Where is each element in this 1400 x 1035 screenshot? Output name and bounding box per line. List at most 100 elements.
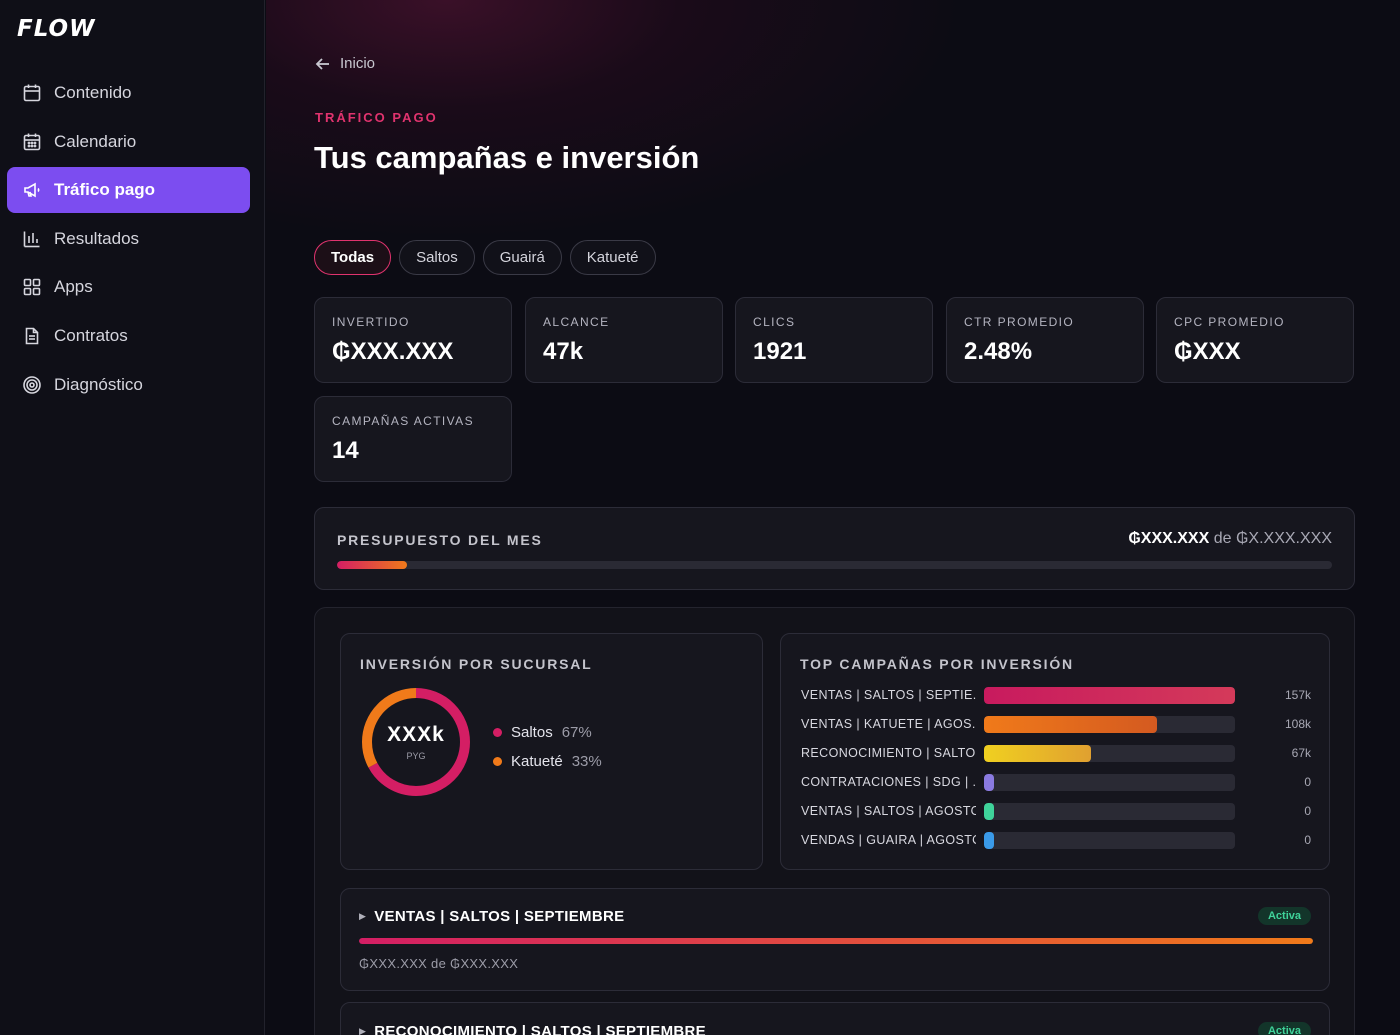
stat-label: INVERTIDO (332, 315, 410, 329)
campaign-name: VENTAS | SALTOS | SEPTIEMBRE (374, 908, 625, 925)
sidebar-item-trafico-pago[interactable]: Tráfico pago (7, 167, 250, 214)
donut-legend: Saltos 67% Katueté 33% (493, 718, 602, 776)
campaign-bar-fill (984, 687, 1235, 704)
sidebar-item-diagnostico[interactable]: Diagnóstico (7, 362, 250, 408)
filter-saltos[interactable]: Saltos (399, 240, 475, 275)
stat-value: 14 (332, 437, 359, 464)
campaign-bar-row: VENTAS | SALTOS | AGOSTO 0 (801, 802, 1311, 822)
sidebar-item-calendario[interactable]: Calendario (7, 119, 250, 165)
stat-label: ALCANCE (543, 315, 610, 329)
filter-katuete[interactable]: Katueté (569, 240, 656, 275)
expand-triangle-icon: ▶ (359, 1026, 367, 1035)
branch-filters: Todas Saltos Guairá Katueté (314, 240, 656, 275)
budget-sep: de (1213, 530, 1232, 547)
campaign-bar-value: 0 (1304, 804, 1311, 818)
campaign-bar-name: CONTRATACIONES | SDG | ... (801, 775, 976, 789)
stat-card-cpc: CPC PROMEDIO ₲XXX (1156, 297, 1354, 383)
top-campaigns-title: TOP CAMPAÑAS POR INVERSIÓN (800, 656, 1074, 672)
sidebar: FLOW Contenido Calendario Tráfico pago R… (0, 0, 265, 1035)
campaign-bar-track (984, 745, 1235, 762)
campaign-bar-track (984, 716, 1235, 733)
sidebar-item-apps[interactable]: Apps (7, 264, 250, 310)
campaign-card[interactable]: ▶ RECONOCIMIENTO | SALTOS | SEPTIEMBRE Ac… (340, 1002, 1330, 1035)
campaign-progress-fill (359, 938, 1313, 944)
stat-card-alcance: ALCANCE 47k (525, 297, 723, 383)
status-badge: Activa (1257, 1022, 1311, 1035)
campaign-card-header[interactable]: ▶ RECONOCIMIENTO | SALTOS | SEPTIEMBRE (359, 1023, 706, 1035)
sidebar-nav: Contenido Calendario Tráfico pago Result… (7, 70, 250, 410)
stat-label: CTR PROMEDIO (964, 315, 1075, 329)
calendar-icon (22, 83, 42, 103)
legend-dot (493, 757, 502, 766)
campaign-bar-name: RECONOCIMIENTO | SALTO... (801, 746, 976, 760)
campaign-bar-name: VENTAS | SALTOS | AGOSTO (801, 804, 976, 818)
budget-label: PRESUPUESTO DEL MES (337, 532, 543, 548)
grid-icon (22, 277, 42, 297)
filter-guaira[interactable]: Guairá (482, 240, 562, 275)
filter-todas[interactable]: Todas (314, 240, 392, 275)
campaign-bar-row: VENDAS | GUAIRA | AGOSTO 0 (801, 831, 1311, 851)
arrow-left-icon (315, 57, 329, 70)
donut-center-value: XXXk (387, 723, 445, 746)
branch-investment-title: INVERSIÓN POR SUCURSAL (360, 656, 593, 672)
flow-logo[interactable]: FLOW (17, 16, 96, 42)
monthly-budget-card: PRESUPUESTO DEL MES ₲XXX.XXX de ₲X.XXX.X… (314, 507, 1355, 590)
budget-progress-fill (337, 561, 407, 569)
campaign-bar-name: VENTAS | KATUETE | AGOS... (801, 717, 976, 731)
stat-card-ctr: CTR PROMEDIO 2.48% (946, 297, 1144, 383)
stat-value: ₲XXX (1174, 338, 1241, 365)
campaign-bar-fill (984, 745, 1092, 762)
sidebar-item-resultados[interactable]: Resultados (7, 216, 250, 262)
sidebar-item-label: Resultados (54, 228, 140, 248)
analytics-panel: INVERSIÓN POR SUCURSAL XXXk PYG Saltos 6… (314, 607, 1355, 1035)
campaign-bar-fill (984, 803, 994, 820)
sidebar-item-label: Calendario (54, 131, 137, 151)
sidebar-item-label: Tráfico pago (54, 180, 156, 200)
campaign-bar-value: 0 (1304, 833, 1311, 847)
campaign-bar-value: 108k (1284, 717, 1311, 731)
back-label: Inicio (340, 55, 376, 72)
campaign-bar-value: 0 (1304, 775, 1311, 789)
legend-pct: 33% (571, 753, 602, 770)
status-badge: Activa (1257, 907, 1311, 925)
campaign-card[interactable]: ▶ VENTAS | SALTOS | SEPTIEMBRE Activa ₲XX… (340, 888, 1330, 991)
budget-total: ₲X.XXX.XXX (1235, 530, 1332, 547)
branch-investment-card: INVERSIÓN POR SUCURSAL XXXk PYG Saltos 6… (340, 633, 763, 870)
page-eyebrow: TRÁFICO PAGO (315, 110, 438, 125)
campaign-card-header[interactable]: ▶ VENTAS | SALTOS | SEPTIEMBRE (359, 908, 624, 925)
document-icon (22, 326, 42, 346)
back-link[interactable]: Inicio (315, 55, 375, 72)
calendar-grid-icon (22, 132, 42, 152)
budget-amount: ₲XXX.XXX de ₲X.XXX.XXX (1128, 530, 1332, 548)
megaphone-icon (22, 180, 42, 200)
main-content: Inicio TRÁFICO PAGO Tus campañas e inver… (266, 0, 1400, 1035)
budget-spent: ₲XXX.XXX (1128, 530, 1210, 547)
stat-value: 1921 (753, 338, 807, 365)
stat-card-invertido: INVERTIDO ₲XXX.XXX (314, 297, 512, 383)
stat-value: ₲XXX.XXX (332, 338, 454, 365)
campaign-bar-track (984, 774, 1235, 791)
sidebar-item-contenido[interactable]: Contenido (7, 70, 250, 116)
campaign-bar-track (984, 687, 1235, 704)
bar-chart-icon (22, 229, 42, 249)
page-title: Tus campañas e inversión (314, 140, 700, 175)
legend-item-katuete: Katueté 33% (493, 747, 602, 776)
budget-progress-track (337, 561, 1332, 569)
branch-donut-chart (362, 688, 470, 796)
campaign-bar-fill (984, 716, 1157, 733)
legend-name: Katueté (511, 753, 563, 770)
sidebar-item-label: Contenido (54, 83, 132, 102)
campaign-spend: ₲XXX.XXX de ₲XXX.XXX (359, 956, 519, 971)
stat-card-campanas-activas: CAMPAÑAS ACTIVAS 14 (314, 396, 512, 482)
donut-center-unit: PYG (406, 751, 426, 761)
top-campaigns-card: TOP CAMPAÑAS POR INVERSIÓN VENTAS | SALT… (780, 633, 1330, 870)
campaign-bar-track (984, 832, 1235, 849)
target-icon (22, 375, 42, 395)
campaign-name: RECONOCIMIENTO | SALTOS | SEPTIEMBRE (374, 1023, 706, 1035)
donut-center-label: XXXk PYG (361, 687, 471, 797)
campaign-bar-name: VENDAS | GUAIRA | AGOSTO (801, 833, 976, 847)
campaign-bar-name: VENTAS | SALTOS | SEPTIE... (801, 688, 976, 702)
campaign-bar-track (984, 803, 1235, 820)
sidebar-item-contratos[interactable]: Contratos (7, 313, 250, 359)
donut-slice-katueté (362, 688, 470, 796)
